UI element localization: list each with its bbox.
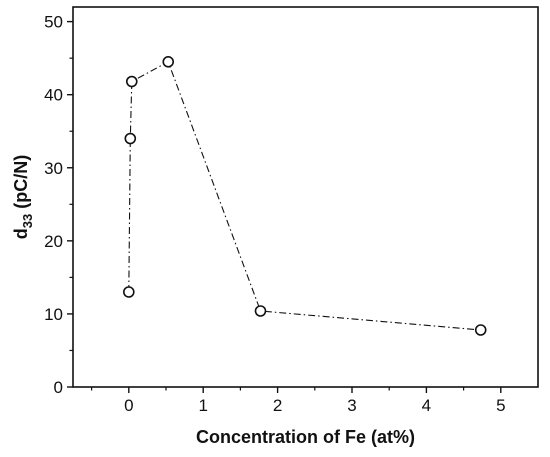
y-axis-title-main: d: [11, 228, 31, 239]
axis-ticks: [67, 20, 502, 393]
y-tick-label: 30: [44, 159, 63, 178]
y-tick-label: 10: [44, 305, 63, 324]
y-tick-label: 20: [44, 232, 63, 251]
x-tick-label: 4: [422, 396, 431, 415]
y-tick-label: 0: [54, 378, 63, 397]
y-axis-title-subscript: 33: [20, 214, 35, 228]
y-axis-title: d33 (pC/N): [11, 155, 35, 239]
plot-frame: [72, 6, 539, 388]
data-point: [124, 132, 137, 145]
data-markers: [123, 56, 487, 336]
x-tick-label: 1: [198, 396, 207, 415]
x-tick-label: 3: [347, 396, 356, 415]
y-tick-label: 50: [44, 13, 63, 32]
data-point: [162, 56, 175, 68]
y-axis-title-unit: (pC/N): [11, 155, 31, 214]
y-tick-label: 40: [44, 86, 63, 105]
x-tick-label: 0: [124, 396, 133, 415]
x-tick-label: 5: [496, 396, 505, 415]
data-point: [125, 75, 138, 88]
data-point: [474, 324, 487, 336]
data-point: [254, 305, 267, 317]
data-point: [123, 286, 135, 298]
series-line: [128, 61, 481, 331]
x-tick-label: 2: [273, 396, 282, 415]
x-axis-title: Concentration of Fe (at%): [196, 427, 415, 447]
